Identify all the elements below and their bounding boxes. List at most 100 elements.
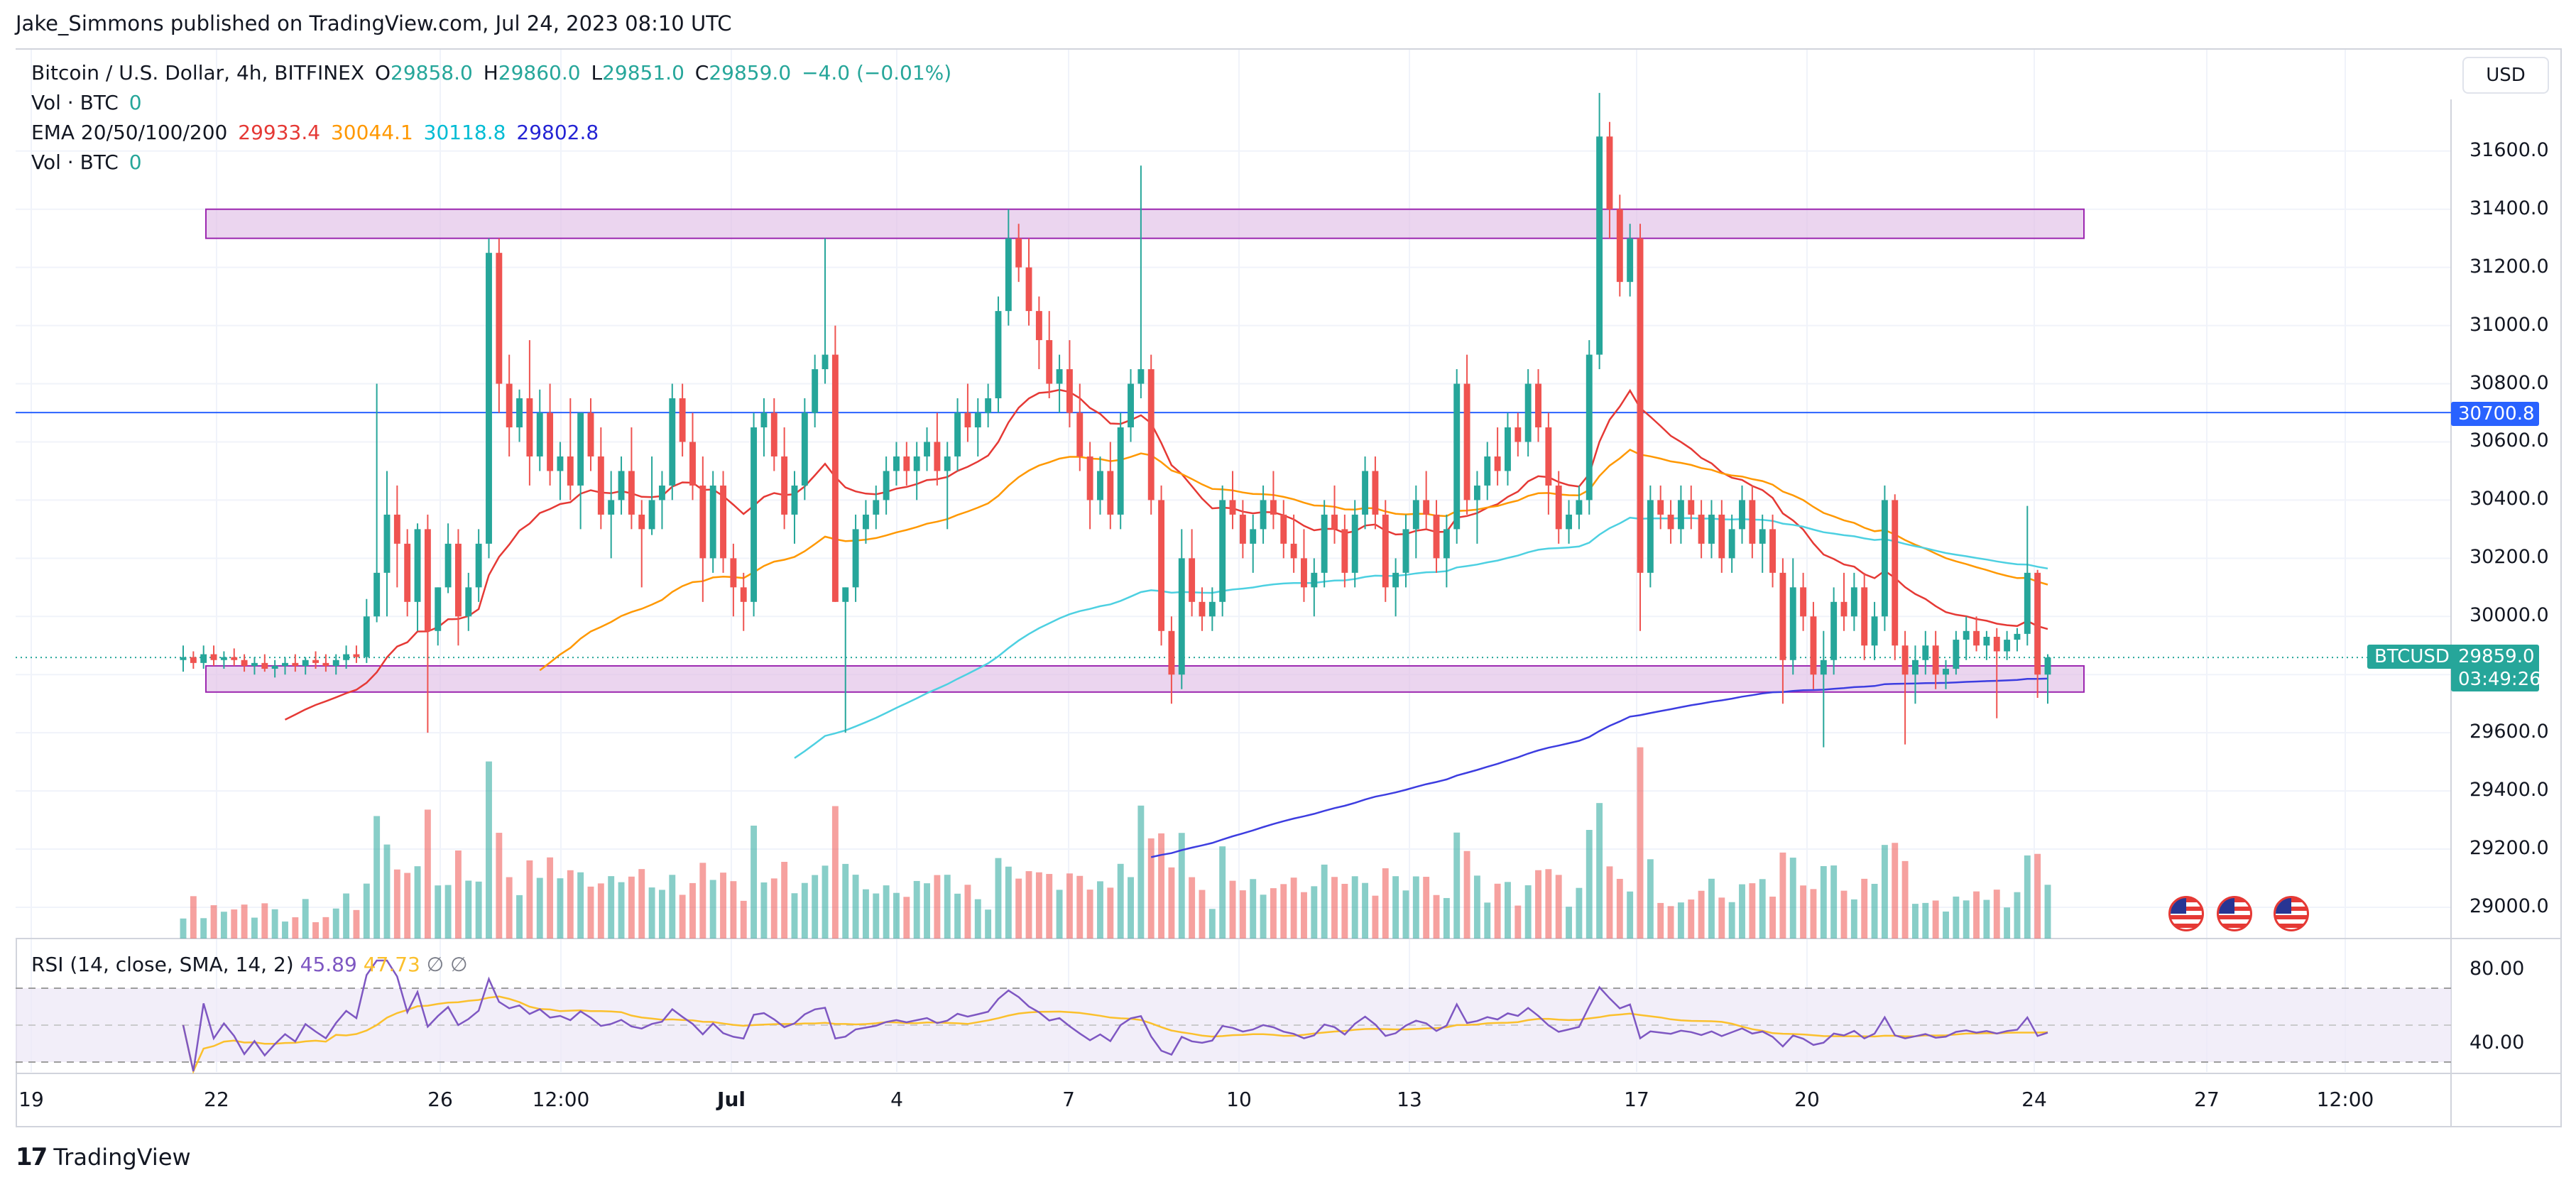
ohlc-close: C29859.0 — [694, 61, 792, 84]
time-axis-label: 20 — [1794, 1088, 1820, 1111]
volume-bar — [679, 895, 686, 939]
economic-event-flag-icon[interactable] — [2217, 896, 2252, 931]
candle-body — [1239, 514, 1246, 544]
currency-button[interactable]: USD — [2462, 57, 2549, 94]
candle-body — [638, 514, 645, 530]
volume-bar — [475, 881, 482, 939]
tradingview-logo[interactable]: 17 TradingView — [16, 1143, 191, 1171]
candle-body — [1718, 514, 1725, 559]
volume-bar — [689, 882, 696, 939]
candle-body — [2024, 572, 2031, 634]
candle-body — [1362, 471, 1369, 515]
ema-legend[interactable]: EMA 20/50/100/200 29933.4 30044.1 30118.… — [31, 121, 603, 144]
candle-body — [210, 654, 217, 660]
rsi-sma-value: 47.73 — [363, 953, 420, 976]
time-axis-label: 10 — [1226, 1088, 1252, 1111]
volume-bar — [343, 893, 350, 939]
candle-body — [831, 354, 839, 602]
candle-body — [373, 572, 381, 617]
price-axis-label: 29600.0 — [2469, 721, 2549, 743]
price-axis-label: 29400.0 — [2469, 779, 2549, 802]
candle-body — [954, 412, 961, 456]
volume-bar — [995, 858, 1002, 939]
volume-bar — [597, 883, 604, 939]
volume-bar — [1076, 875, 1084, 939]
economic-event-flag-icon[interactable] — [2168, 896, 2204, 931]
rsi-value: 45.89 — [300, 953, 357, 976]
price-axis-label: 30000.0 — [2469, 604, 2549, 627]
candle-body — [1515, 427, 1522, 442]
candle-body — [1881, 500, 1888, 617]
volume-bar — [496, 833, 503, 939]
candle-body — [1372, 471, 1379, 515]
volume-bar — [862, 889, 869, 939]
volume-bar — [1443, 897, 1450, 939]
volume-bar — [231, 909, 238, 939]
price-axis-label: 31200.0 — [2469, 255, 2549, 278]
volume-bar — [751, 825, 758, 939]
volume-bar — [730, 881, 737, 939]
volume-bar — [873, 893, 880, 939]
volume-bar — [669, 875, 676, 939]
volume-bar — [791, 893, 798, 939]
volume-bar — [842, 863, 849, 939]
candle-body — [231, 657, 238, 660]
candle-body — [1280, 514, 1287, 544]
candle-body — [730, 558, 737, 588]
candle-body — [587, 412, 594, 456]
volume-bar — [1473, 875, 1480, 939]
candle-body — [567, 456, 574, 486]
countdown-tag: 03:49:26 — [2451, 667, 2541, 691]
volume-bar — [454, 850, 462, 939]
candle-body — [1657, 500, 1664, 515]
volume-bar — [1698, 890, 1705, 939]
candle-body — [1015, 238, 1022, 268]
candle-body — [1627, 238, 1634, 283]
volume-legend[interactable]: Vol · BTC 0 — [31, 91, 146, 114]
volume-bar — [812, 875, 819, 939]
volume-bar — [638, 869, 645, 939]
volume-bar — [1301, 892, 1307, 939]
volume-bar — [1606, 866, 1613, 939]
candle-body — [1739, 500, 1745, 530]
volume-bar — [220, 912, 227, 939]
candle-body — [1840, 601, 1848, 617]
volume-bar — [760, 882, 768, 939]
volume-bar — [1993, 890, 2000, 939]
candle-body — [709, 485, 716, 559]
volume-bar — [332, 908, 339, 939]
volume-bar — [1667, 906, 1674, 939]
volume-bar — [1901, 860, 1909, 939]
volume-bar — [1321, 864, 1328, 939]
candle-body — [1545, 427, 1552, 486]
candle-body — [322, 662, 329, 666]
candle-body — [812, 369, 819, 413]
volume-bar — [1208, 909, 1216, 939]
volume-bar — [1637, 747, 1644, 939]
candle-body — [1850, 587, 1857, 617]
volume-bar — [1881, 845, 1888, 939]
candle-body — [282, 662, 288, 666]
volume-bar — [190, 896, 197, 939]
symbol-name[interactable]: Bitcoin / U.S. Dollar, 4h, BITFINEX — [31, 61, 365, 84]
candle-body — [251, 662, 258, 666]
ema50-value: 30044.1 — [330, 121, 413, 144]
volume-legend-2[interactable]: Vol · BTC 0 — [31, 151, 146, 174]
price-axis-label: 30200.0 — [2469, 546, 2549, 569]
price-axis-label: 31600.0 — [2469, 138, 2549, 161]
resistance-zone — [205, 208, 2085, 239]
price-axis-label: 30800.0 — [2469, 371, 2549, 394]
symbol-legend[interactable]: Bitcoin / U.S. Dollar, 4h, BITFINEX O298… — [31, 61, 956, 84]
volume-bar — [1759, 879, 1766, 939]
candle-body — [1555, 485, 1562, 530]
volume-bar — [1137, 805, 1145, 939]
candle-body — [1168, 630, 1175, 675]
candle-body — [669, 398, 676, 486]
rsi-legend[interactable]: RSI (14, close, SMA, 14, 2) 45.89 47.73 … — [31, 953, 467, 976]
economic-event-flag-icon[interactable] — [2274, 896, 2309, 931]
volume-bar — [444, 885, 452, 939]
volume-bar — [1005, 866, 1012, 939]
volume-bar — [373, 816, 381, 939]
candle-body — [974, 412, 981, 427]
